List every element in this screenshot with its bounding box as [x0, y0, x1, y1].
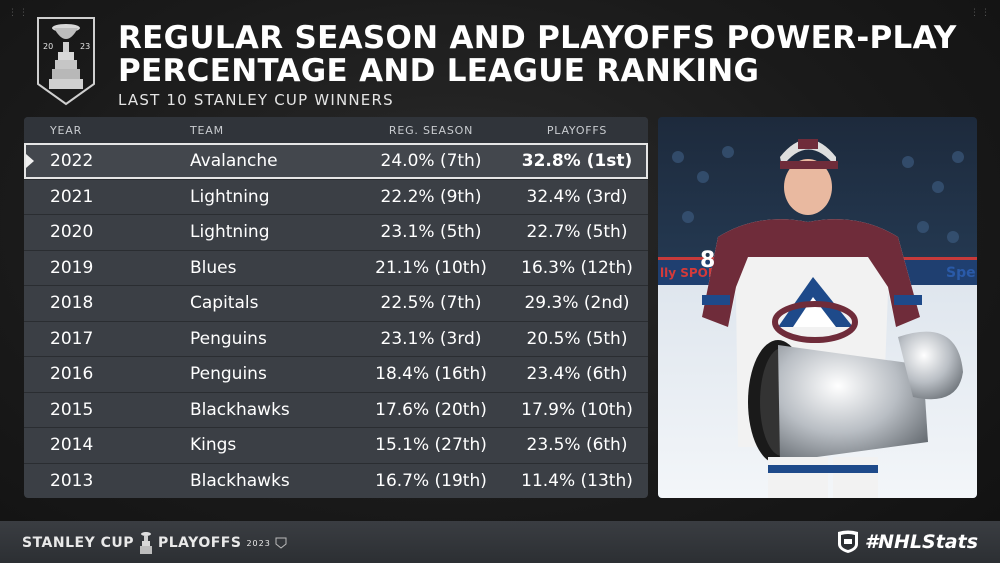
cell-team: Blues — [190, 257, 237, 278]
table-row: 2017 Penguins 23.1% (3rd) 20.5% (5th) — [24, 320, 648, 357]
cell-year: 2017 — [50, 328, 94, 349]
footer-year: 2023 — [246, 538, 271, 548]
table-row: 2013 Blackhawks 16.7% (19th) 11.4% (13th… — [24, 462, 648, 499]
page-title: REGULAR SEASON AND PLAYOFFS POWER-PLAY P… — [118, 20, 957, 89]
column-header-team: TEAM — [190, 123, 224, 137]
column-header-year: YEAR — [50, 123, 83, 137]
cell-team: Kings — [190, 435, 237, 456]
page-subtitle: LAST 10 STANLEY CUP WINNERS — [118, 91, 394, 109]
cell-reg-season: 22.5% (7th) — [380, 293, 482, 314]
board-text-right: Spe — [946, 265, 976, 281]
cell-reg-season: 21.1% (10th) — [375, 257, 487, 278]
logo-year-left: 20 — [43, 42, 53, 51]
cell-team: Avalanche — [190, 151, 278, 172]
cell-year: 2019 — [50, 257, 94, 278]
cell-playoffs: 29.3% (2nd) — [524, 293, 630, 314]
nhl-stats-hashtag: #NHLStats — [864, 531, 978, 553]
table-row: 2019 Blues 21.1% (10th) 16.3% (12th) — [24, 249, 648, 286]
cell-team: Capitals — [190, 293, 259, 314]
table-row: 2018 Capitals 22.5% (7th) 29.3% (2nd) — [24, 285, 648, 321]
row-pointer-icon — [26, 154, 34, 169]
footer-brand: STANLEY CUP — [22, 535, 134, 551]
stats-table: YEAR TEAM REG. SEASON PLAYOFFS 2022 Aval… — [24, 117, 648, 498]
cell-year: 2021 — [50, 186, 94, 207]
cell-reg-season: 18.4% (16th) — [375, 364, 487, 385]
cell-reg-season: 23.1% (5th) — [380, 222, 482, 243]
cell-playoffs: 11.4% (13th) — [521, 470, 633, 491]
footer-bar: STANLEY CUP PLAYOFFS 2023 #NHLStats — [0, 521, 1000, 563]
cell-playoffs: 22.7% (5th) — [526, 222, 628, 243]
cell-reg-season: 22.2% (9th) — [380, 186, 482, 207]
cell-team: Penguins — [190, 364, 267, 385]
cell-reg-season: 23.1% (3rd) — [380, 328, 482, 349]
cell-playoffs: 32.4% (3rd) — [526, 186, 628, 207]
cell-playoffs: 16.3% (12th) — [521, 257, 633, 278]
cell-team: Penguins — [190, 328, 267, 349]
cell-reg-season: 16.7% (19th) — [375, 470, 487, 491]
cell-reg-season: 17.6% (20th) — [375, 399, 487, 420]
table-row: 2020 Lightning 23.1% (5th) 22.7% (5th) — [24, 214, 648, 250]
cell-playoffs: 20.5% (5th) — [526, 328, 628, 349]
column-header-reg-season: REG. SEASON — [388, 123, 474, 137]
nhl-shield-small-icon — [275, 537, 287, 549]
nhl-stats-tag: #NHLStats — [837, 530, 978, 554]
table-row: 2014 Kings 15.1% (27th) 23.5% (6th) — [24, 427, 648, 463]
cell-year: 2014 — [50, 435, 94, 456]
cell-year: 2013 — [50, 470, 94, 491]
stanley-cup-logo-icon: 20 23 — [37, 17, 95, 106]
column-header-playoffs: PLAYOFFS — [546, 123, 608, 137]
cell-reg-season: 24.0% (7th) — [380, 151, 482, 172]
cell-year: 2018 — [50, 293, 94, 314]
cell-playoffs: 23.4% (6th) — [526, 364, 628, 385]
cell-year: 2015 — [50, 399, 94, 420]
table-row: 2015 Blackhawks 17.6% (20th) 17.9% (10th… — [24, 391, 648, 428]
table-row: 2021 Lightning 22.2% (9th) 32.4% (3rd) — [24, 178, 648, 215]
board-text-left: lly SPOR — [660, 266, 717, 280]
cell-team: Lightning — [190, 186, 270, 207]
cup-trophy-icon — [140, 532, 152, 554]
logo-year-right: 23 — [80, 42, 90, 51]
cell-year: 2022 — [50, 151, 94, 172]
stanley-cup-playoffs-logo: STANLEY CUP PLAYOFFS 2023 — [22, 531, 287, 555]
corner-dots-left: ⋮⋮ — [8, 8, 30, 18]
nhl-shield-icon — [837, 530, 858, 553]
jersey-number: 8 — [700, 248, 715, 273]
cell-year: 2016 — [50, 364, 94, 385]
cell-reg-season: 15.1% (27th) — [375, 435, 487, 456]
corner-dots-right: ⋮⋮ — [970, 8, 992, 18]
table-header: YEAR TEAM REG. SEASON PLAYOFFS — [24, 117, 648, 143]
cell-playoffs: 23.5% (6th) — [526, 435, 628, 456]
player-photo: lly SPOR Spe 8 — [658, 117, 977, 498]
cell-year: 2020 — [50, 222, 94, 243]
table-row: 2016 Penguins 18.4% (16th) 23.4% (6th) — [24, 356, 648, 392]
cell-team: Blackhawks — [190, 470, 290, 491]
table-row: 2022 Avalanche 24.0% (7th) 32.8% (1st) — [24, 143, 648, 179]
footer-event: PLAYOFFS — [158, 535, 242, 551]
cell-team: Lightning — [190, 222, 270, 243]
cell-team: Blackhawks — [190, 399, 290, 420]
cell-playoffs: 17.9% (10th) — [521, 399, 633, 420]
cell-playoffs: 32.8% (1st) — [521, 151, 633, 172]
